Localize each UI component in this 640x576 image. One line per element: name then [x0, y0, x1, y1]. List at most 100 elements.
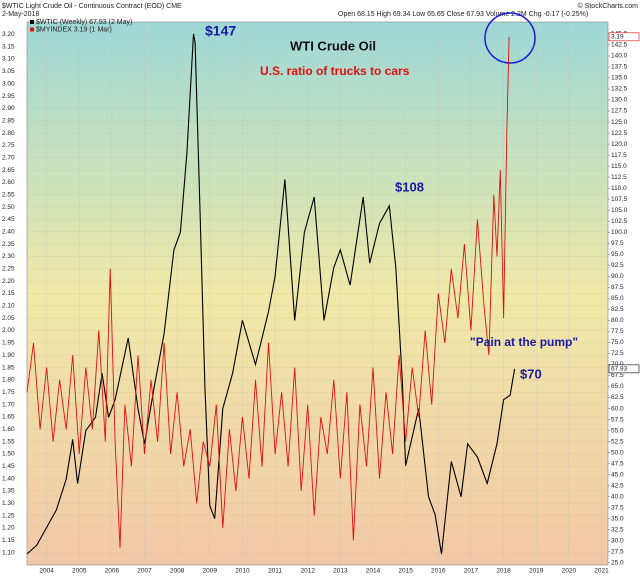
- y2-tick-label: 62.5: [611, 394, 624, 401]
- y2-tick-label: 25.0: [611, 560, 624, 567]
- y-tick-label: 1.20: [2, 525, 15, 532]
- y-tick-label: 2.75: [2, 142, 15, 149]
- legend-label: $MYINDEX 3.19 (1 Mar): [36, 26, 112, 33]
- x-tick-label: 2008: [170, 568, 185, 575]
- x-tick-label: 2010: [235, 568, 250, 575]
- y2-tick-label: 47.5: [611, 460, 624, 467]
- symbol-title: $WTIC Light Crude Oil - Continuous Contr…: [2, 3, 182, 10]
- y2-tick-label: 120.0: [611, 141, 628, 148]
- date: 2-May-2018: [2, 11, 39, 18]
- y2-tick-label: 125.0: [611, 119, 628, 126]
- annotation: $108: [395, 179, 424, 194]
- y2-tick-label: 75.0: [611, 339, 624, 346]
- y-tick-label: 2.45: [2, 216, 15, 223]
- y-tick-label: 1.25: [2, 512, 15, 519]
- annotation: $147: [205, 23, 236, 39]
- y-tick-label: 2.55: [2, 191, 15, 198]
- y2-tick-label: 110.0: [611, 185, 627, 192]
- y2-tick-label: 67.5: [611, 372, 624, 379]
- y-tick-label: 1.10: [2, 549, 15, 556]
- x-tick-label: 2021: [594, 568, 609, 575]
- y-tick-label: 3.00: [2, 80, 15, 87]
- y2-tick-label: 95.0: [611, 251, 624, 258]
- y2-tick-label: 140.0: [611, 53, 628, 60]
- y2-tick-label: 97.5: [611, 240, 624, 247]
- y-tick-label: 1.55: [2, 438, 15, 445]
- highlight-circle: [484, 12, 536, 64]
- last-value-tag: [608, 364, 640, 374]
- y2-tick-label: 85.0: [611, 295, 624, 302]
- y2-tick-label: 122.5: [611, 130, 628, 137]
- x-tick-label: 2020: [562, 568, 577, 575]
- y2-tick-label: 80.0: [611, 317, 624, 324]
- x-tick-label: 2004: [39, 568, 54, 575]
- x-tick-label: 2013: [333, 568, 348, 575]
- y2-tick-label: 60.0: [611, 405, 624, 412]
- x-tick-label: 2019: [529, 568, 544, 575]
- y-tick-label: 1.95: [2, 340, 15, 347]
- y2-tick-label: 90.0: [611, 273, 624, 280]
- x-tick-label: 2014: [366, 568, 381, 575]
- y2-tick-label: 130.0: [611, 97, 628, 104]
- y2-tick-label: 117.5: [611, 152, 627, 159]
- y-tick-label: 2.65: [2, 167, 15, 174]
- y-tick-label: 1.35: [2, 488, 15, 495]
- y2-tick-label: 30.0: [611, 537, 624, 544]
- y2-tick-label: 50.0: [611, 449, 624, 456]
- y2-tick-label: 32.5: [611, 526, 624, 533]
- y2-tick-label: 100.0: [611, 229, 628, 236]
- last-value-label: 3.19: [611, 34, 624, 41]
- x-tick-label: 2016: [431, 568, 446, 575]
- y-tick-label: 2.20: [2, 278, 15, 285]
- y2-tick-label: 142.5: [611, 42, 628, 49]
- y-tick-label: 1.75: [2, 389, 15, 396]
- x-tick-label: 2006: [105, 568, 120, 575]
- y2-tick-label: 40.0: [611, 493, 624, 500]
- y2-tick-label: 45.0: [611, 471, 624, 478]
- annotation: "Pain at the pump": [470, 335, 578, 349]
- y2-tick-label: 132.5: [611, 86, 628, 93]
- credit: © StockCharts.com: [578, 2, 639, 10]
- y-tick-label: 1.85: [2, 364, 15, 371]
- y-tick-label: 2.40: [2, 229, 15, 236]
- y2-tick-label: 102.5: [611, 218, 628, 225]
- y-tick-label: 1.80: [2, 377, 15, 384]
- y2-tick-label: 37.5: [611, 504, 624, 511]
- legend-swatch: [30, 20, 34, 24]
- y-tick-label: 2.35: [2, 241, 15, 248]
- y-tick-label: 1.60: [2, 426, 15, 433]
- y-tick-label: 1.65: [2, 414, 15, 421]
- y2-tick-label: 105.0: [611, 207, 628, 214]
- y2-tick-label: 137.5: [611, 64, 628, 71]
- annotation: $70: [520, 366, 542, 381]
- y-tick-label: 2.10: [2, 303, 15, 310]
- y-tick-label: 1.90: [2, 352, 15, 359]
- y-tick-label: 2.25: [2, 266, 15, 273]
- x-tick-label: 2015: [398, 568, 413, 575]
- x-tick-label: 2009: [203, 568, 218, 575]
- y-tick-label: 2.00: [2, 327, 15, 334]
- y-tick-label: 2.70: [2, 154, 15, 161]
- y2-tick-label: 72.5: [611, 350, 624, 357]
- series-line: [26, 36, 510, 548]
- y2-tick-label: 112.5: [611, 174, 627, 181]
- annotation: U.S. ratio of trucks to cars: [260, 64, 410, 78]
- y2-tick-label: 82.5: [611, 306, 624, 313]
- x-tick-label: 2005: [72, 568, 87, 575]
- y-tick-label: 3.15: [2, 43, 15, 50]
- x-tick-label: 2017: [464, 568, 479, 575]
- y2-tick-label: 35.0: [611, 515, 624, 522]
- y-tick-label: 1.70: [2, 401, 15, 408]
- y2-tick-label: 127.5: [611, 108, 628, 115]
- y-tick-label: 2.90: [2, 105, 15, 112]
- y-tick-label: 3.05: [2, 68, 15, 75]
- y-tick-label: 2.80: [2, 130, 15, 137]
- y-tick-label: 2.60: [2, 179, 15, 186]
- y-tick-label: 2.30: [2, 253, 15, 260]
- y-tick-label: 2.05: [2, 315, 15, 322]
- x-tick-label: 2018: [496, 568, 511, 575]
- y2-tick-label: 65.0: [611, 383, 624, 390]
- y-tick-label: 1.40: [2, 475, 15, 482]
- y2-tick-label: 42.5: [611, 482, 624, 489]
